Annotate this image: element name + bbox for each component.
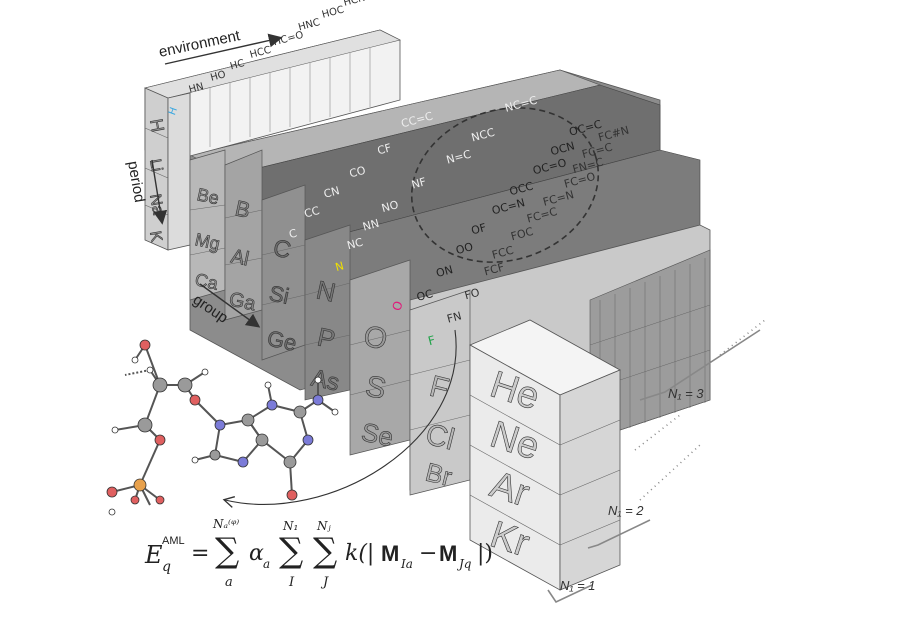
eq-sum2-bot: I xyxy=(289,575,295,590)
ni-labels: N₁ = 1 N₁ = 2 N₁ = 3 xyxy=(560,386,704,593)
eq-m2: M xyxy=(439,541,458,566)
env-n-4: NF xyxy=(410,175,427,191)
axis-environment: environment xyxy=(157,27,283,65)
ni-label-1: N₁ = 1 xyxy=(560,578,596,593)
element-labels: He Ne Ar Kr F Cl Br O S Se N P As C Si G… xyxy=(146,117,545,566)
element-o: O xyxy=(361,320,391,357)
eq-sum1: ∑ xyxy=(215,531,240,571)
noble-gas-column xyxy=(469,319,621,591)
env-h-1: HN xyxy=(188,81,205,96)
ni-annotations xyxy=(547,319,766,604)
group-columns xyxy=(189,149,471,496)
eq-equals: = xyxy=(191,541,210,566)
eq-alpha-sub: a xyxy=(263,557,271,571)
env-o-0: O xyxy=(389,299,405,313)
env-n-6: NCC xyxy=(470,126,496,145)
env-h-4: HCC xyxy=(249,45,273,61)
eq-sum3: ∑ xyxy=(313,531,338,571)
env-o-6: OCC xyxy=(508,179,535,198)
eq-minus: − xyxy=(419,541,438,566)
eq-sum2: ∑ xyxy=(279,531,304,571)
eq-lhs: E xyxy=(145,541,163,569)
env-o-2: ON xyxy=(435,263,455,280)
env-c-1: CC xyxy=(303,204,322,221)
env-c-4: CF xyxy=(376,141,393,157)
nitrogen-envs: N NC NN NO NF N=C NCC NC=C xyxy=(334,94,539,274)
axis-period-label: period xyxy=(124,160,148,204)
connector-arrow xyxy=(222,329,457,508)
element-k: K xyxy=(146,230,165,244)
env-o-1: OC xyxy=(415,287,434,304)
alkali-stack xyxy=(144,87,191,251)
env-c-0: C xyxy=(288,227,299,242)
eq-close: |) xyxy=(477,541,493,566)
eq-lhs-sup: AML xyxy=(162,535,185,547)
element-as: As xyxy=(309,364,342,396)
env-f-0: F xyxy=(427,333,437,348)
eq-m1: M xyxy=(381,541,400,566)
env-h-0: H xyxy=(167,106,180,117)
ni-label-3: N₁ = 3 xyxy=(668,386,704,401)
env-n-5: N=C xyxy=(445,147,473,166)
element-h: H xyxy=(146,117,168,133)
eq-lhs-sub: q xyxy=(162,559,171,575)
eq-sum3-top: Nⱼ xyxy=(317,519,331,533)
hydrogen-envs: H xyxy=(167,106,180,117)
element-be: Be xyxy=(195,184,221,208)
env-f-1: FN xyxy=(446,309,463,325)
element-br: Br xyxy=(423,457,456,492)
axis-period: period xyxy=(124,160,168,225)
aml-equation: E q AML = Nₐ⁽ᵠ⁾ ∑ a α a N₁ ∑ I Nⱼ ∑ J k(… xyxy=(145,517,505,595)
molecule-diagram xyxy=(106,339,339,516)
env-n-1: NC xyxy=(346,235,365,252)
env-h-7: HOC xyxy=(321,4,345,20)
env-f-4: FCC xyxy=(491,244,516,262)
env-c-2: CN xyxy=(322,184,341,201)
oxygen-envs: O xyxy=(389,299,405,313)
eq-m2-sub: Jq xyxy=(459,557,472,571)
element-c: C xyxy=(271,234,294,264)
env-o-3: OO xyxy=(454,240,474,257)
oxygen-envs-2: OC ON OO OF OC=N OCC OC=O OCN OC=C xyxy=(415,118,603,304)
env-f-3: FCF xyxy=(483,261,506,279)
eq-alpha: α xyxy=(249,541,264,566)
element-li: Li xyxy=(146,158,165,173)
env-o-4: OF xyxy=(470,221,488,237)
env-n-3: NO xyxy=(380,198,400,215)
env-n-2: NN xyxy=(361,217,380,234)
fluorine-envs: F FN FO FCF FCC FOC FC=C FC=N FC=O FN=C … xyxy=(427,124,631,349)
eq-sum3-bot: J xyxy=(323,575,329,590)
eq-sum2-top: N₁ xyxy=(283,519,299,533)
element-na: Na xyxy=(146,193,166,216)
element-b: B xyxy=(233,195,253,223)
highlight-ellipse xyxy=(410,107,600,263)
env-h-6: HNC xyxy=(297,17,321,33)
env-h-2: HO xyxy=(209,69,227,84)
env-h-8: HCN xyxy=(342,0,366,9)
env-c-3: CO xyxy=(348,164,367,181)
ni-label-2: N₁ = 2 xyxy=(608,503,644,518)
env-n-0: N xyxy=(334,259,345,274)
env-o-8: OCN xyxy=(549,139,576,158)
eq-m1-sub: Ia xyxy=(401,557,413,571)
eq-sum1-top: Nₐ⁽ᵠ⁾ xyxy=(213,517,240,531)
element-se: Se xyxy=(359,417,396,453)
eq-kernel: k(| xyxy=(345,541,375,566)
env-f-2: FO xyxy=(463,286,481,303)
element-p: P xyxy=(315,322,338,355)
element-al: Al xyxy=(229,245,251,270)
env-h-3: HC xyxy=(229,58,246,72)
env-f-5: FOC xyxy=(509,225,535,244)
element-ge: Ge xyxy=(265,325,299,356)
eq-sum1-bot: a xyxy=(225,575,233,590)
